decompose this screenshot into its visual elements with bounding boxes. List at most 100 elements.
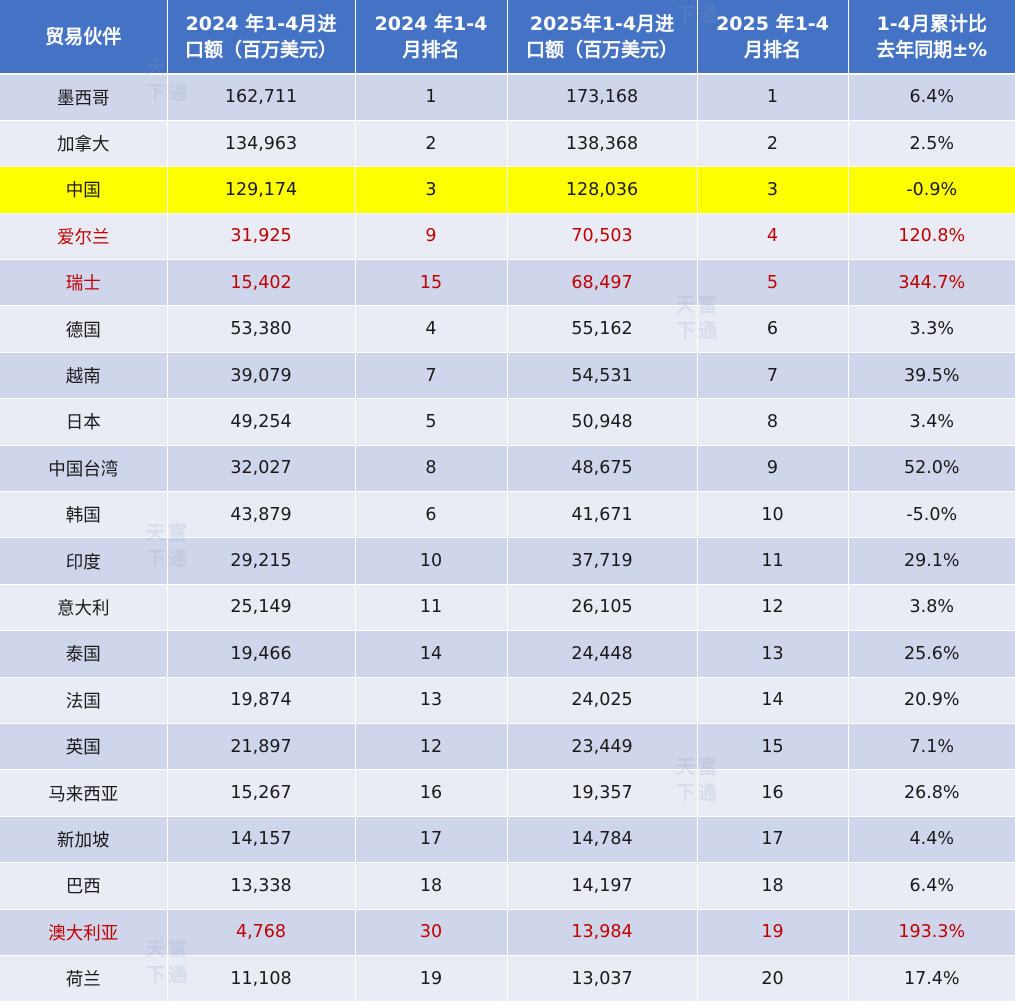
cell-partner: 加拿大 [0,120,168,168]
cell-rank-2024: 7 [355,352,508,400]
cell-yoy-change: 193.3% [848,909,1015,956]
cell-partner: 中国台湾 [0,445,168,493]
cell-rank-2024: 8 [355,445,508,493]
cell-partner: 瑞士 [0,259,168,307]
table-row: 瑞士 15,402 15 68,497 5 344.7% [0,259,1015,307]
cell-rank-2025: 9 [697,445,849,493]
cell-rank-2025: 4 [697,213,849,261]
cell-yoy-change: 25.6% [848,630,1015,678]
cell-partner: 意大利 [0,584,168,632]
cell-rank-2025: 11 [697,537,849,585]
cell-import-2025: 14,784 [507,816,698,864]
cell-import-2024: 134,963 [167,120,356,168]
header-import-2025: 2025年1-4月进 口额（百万美元） [507,0,698,75]
cell-rank-2025: 17 [697,816,849,864]
cell-import-2024: 15,402 [167,259,356,307]
header-rank-2024: 2024 年1-4 月排名 [355,0,508,75]
cell-yoy-change: 39.5% [848,352,1015,400]
cell-rank-2025: 3 [697,166,849,214]
cell-import-2025: 19,357 [507,769,698,817]
cell-yoy-change: 6.4% [848,74,1015,121]
cell-import-2024: 19,874 [167,677,356,724]
cell-import-2025: 55,162 [507,305,698,353]
cell-rank-2025: 13 [697,630,849,678]
cell-partner: 法国 [0,677,168,724]
cell-import-2024: 129,174 [167,166,356,214]
table-row: 越南 39,079 7 54,531 7 39.5% [0,352,1015,400]
cell-import-2025: 70,503 [507,213,698,261]
cell-rank-2024: 16 [355,769,508,817]
cell-partner: 马来西亚 [0,769,168,817]
table-row: 加拿大 134,963 2 138,368 2 2.5% [0,120,1015,168]
cell-import-2025: 23,449 [507,723,698,771]
cell-partner: 泰国 [0,630,168,678]
table-row: 日本 49,254 5 50,948 8 3.4% [0,398,1015,446]
cell-rank-2024: 30 [355,909,508,956]
cell-import-2024: 31,925 [167,213,356,261]
table-row: 英国 21,897 12 23,449 15 7.1% [0,723,1015,771]
cell-rank-2025: 2 [697,120,849,168]
cell-rank-2025: 12 [697,584,849,632]
cell-import-2025: 24,448 [507,630,698,678]
cell-yoy-change: 4.4% [848,816,1015,864]
cell-import-2024: 21,897 [167,723,356,771]
cell-partner: 新加坡 [0,816,168,864]
table-row: 墨西哥 162,711 1 173,168 1 6.4% [0,74,1015,121]
header-row: 贸易伙伴 2024 年1-4月进 口额（百万美元） 2024 年1-4 月排名 … [0,0,1015,75]
cell-rank-2025: 5 [697,259,849,307]
cell-import-2025: 41,671 [507,491,698,539]
table-row: 荷兰 11,108 19 13,037 20 17.4% [0,955,1015,1003]
cell-rank-2025: 14 [697,677,849,724]
cell-rank-2025: 20 [697,955,849,1003]
cell-rank-2024: 12 [355,723,508,771]
cell-yoy-change: 3.8% [848,584,1015,632]
cell-rank-2025: 18 [697,862,849,910]
cell-import-2024: 19,466 [167,630,356,678]
cell-import-2025: 50,948 [507,398,698,446]
cell-partner: 印度 [0,537,168,585]
cell-partner: 德国 [0,305,168,353]
cell-partner: 爱尔兰 [0,213,168,261]
cell-rank-2024: 18 [355,862,508,910]
table-row: 法国 19,874 13 24,025 14 20.9% [0,677,1015,724]
cell-rank-2024: 1 [355,74,508,121]
header-yoy-change: 1-4月累计比 去年同期±% [848,0,1015,75]
cell-import-2025: 48,675 [507,445,698,493]
cell-import-2024: 14,157 [167,816,356,864]
cell-import-2024: 49,254 [167,398,356,446]
cell-import-2025: 13,037 [507,955,698,1003]
cell-partner: 巴西 [0,862,168,910]
cell-yoy-change: 344.7% [848,259,1015,307]
cell-yoy-change: 20.9% [848,677,1015,724]
cell-import-2024: 32,027 [167,445,356,493]
cell-rank-2024: 10 [355,537,508,585]
table-row: 德国 53,380 4 55,162 6 3.3% [0,305,1015,353]
cell-partner: 墨西哥 [0,74,168,121]
cell-import-2025: 24,025 [507,677,698,724]
cell-rank-2024: 5 [355,398,508,446]
cell-import-2024: 162,711 [167,74,356,121]
cell-rank-2024: 11 [355,584,508,632]
cell-import-2025: 54,531 [507,352,698,400]
cell-rank-2024: 14 [355,630,508,678]
cell-import-2025: 173,168 [507,74,698,121]
cell-import-2024: 53,380 [167,305,356,353]
cell-partner: 越南 [0,352,168,400]
table-row: 巴西 13,338 18 14,197 18 6.4% [0,862,1015,910]
cell-rank-2025: 6 [697,305,849,353]
header-import-2024: 2024 年1-4月进 口额（百万美元） [167,0,356,75]
cell-rank-2024: 9 [355,213,508,261]
cell-yoy-change: 7.1% [848,723,1015,771]
cell-rank-2024: 4 [355,305,508,353]
cell-rank-2024: 17 [355,816,508,864]
cell-import-2024: 4,768 [167,909,356,956]
cell-import-2025: 14,197 [507,862,698,910]
cell-rank-2025: 19 [697,909,849,956]
cell-import-2024: 15,267 [167,769,356,817]
cell-rank-2025: 7 [697,352,849,400]
table-row: 爱尔兰 31,925 9 70,503 4 120.8% [0,213,1015,261]
cell-rank-2024: 13 [355,677,508,724]
cell-yoy-change: 26.8% [848,769,1015,817]
cell-partner: 韩国 [0,491,168,539]
